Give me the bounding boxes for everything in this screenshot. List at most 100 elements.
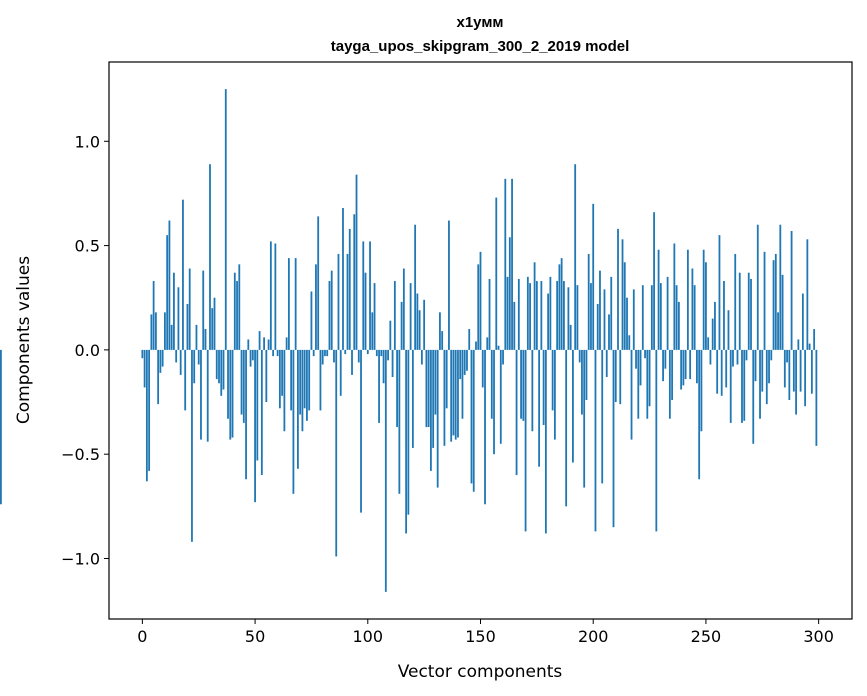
bar (804, 349, 807, 407)
bar (164, 312, 166, 350)
bar (594, 349, 597, 532)
bar (637, 349, 640, 419)
bar (265, 349, 268, 403)
bar (445, 349, 448, 409)
bar (657, 249, 660, 350)
bar (260, 349, 263, 476)
bar (790, 230, 793, 350)
bar (761, 349, 764, 392)
bar (161, 349, 164, 367)
bar (524, 349, 527, 532)
bar (617, 228, 619, 350)
bar (493, 349, 495, 455)
bar (310, 291, 313, 350)
bar (574, 164, 577, 350)
bar (666, 276, 669, 350)
bar (202, 270, 205, 350)
bar (143, 349, 146, 388)
bar (195, 324, 198, 350)
bar (335, 349, 338, 557)
bar (224, 89, 227, 350)
bar (768, 349, 770, 384)
bar (752, 349, 755, 444)
bar (671, 349, 674, 400)
bar (556, 281, 559, 350)
bar (806, 239, 809, 350)
bar (177, 287, 180, 350)
bar (452, 349, 455, 436)
bar (470, 349, 473, 484)
bar (238, 264, 241, 350)
chart-title: x1умм (456, 14, 503, 31)
bar (389, 320, 392, 350)
bar (211, 308, 214, 350)
bar (745, 349, 748, 361)
bar (540, 281, 543, 350)
bar (141, 349, 144, 359)
bar (188, 268, 191, 350)
bar (702, 249, 705, 350)
bar (770, 349, 773, 361)
x-tick-label: 300 (803, 627, 834, 646)
bar (750, 278, 752, 350)
bar (267, 339, 270, 350)
bar (567, 287, 570, 350)
bar (813, 329, 816, 350)
bar (601, 349, 604, 484)
bar (680, 349, 683, 390)
bar (781, 274, 784, 350)
bar (626, 297, 628, 350)
bar (425, 349, 428, 428)
bar (369, 241, 371, 350)
bar (754, 349, 757, 382)
bar (590, 283, 592, 350)
bar (353, 214, 356, 350)
bar (581, 349, 583, 415)
bar (227, 349, 229, 419)
bar (779, 224, 782, 350)
bar (450, 349, 453, 442)
bar (673, 243, 676, 350)
bar (346, 253, 349, 350)
bar (533, 262, 536, 350)
bar (400, 301, 403, 350)
bar (475, 341, 477, 350)
bar (387, 349, 389, 361)
bar (639, 349, 642, 386)
bar (508, 237, 511, 350)
bar (380, 349, 383, 357)
bar (145, 349, 148, 482)
bar (287, 258, 290, 350)
bar (213, 297, 216, 350)
bar (630, 349, 633, 440)
bar (402, 268, 405, 350)
bar (495, 197, 498, 350)
bar (200, 349, 202, 440)
bar (650, 285, 653, 350)
bar (391, 349, 394, 378)
y-axis-label: Components values (14, 256, 34, 424)
bar (416, 293, 419, 350)
bar (173, 272, 175, 350)
bar (337, 253, 340, 350)
bar (664, 349, 667, 369)
bar (553, 349, 556, 440)
bar (499, 349, 502, 444)
bar (544, 349, 547, 534)
bar (725, 349, 728, 388)
bar (653, 212, 655, 350)
bar (148, 349, 151, 471)
y-tick-label: 0.0 (75, 341, 100, 360)
bar (294, 258, 297, 350)
bar (563, 281, 565, 350)
bar (788, 349, 791, 400)
bar (269, 241, 272, 350)
x-axis-ticks: 0 50 100 150 200 250 300 (137, 619, 834, 646)
x-tick-label: 100 (353, 627, 384, 646)
bar (759, 349, 761, 419)
bar (729, 349, 732, 423)
bar (659, 283, 662, 350)
bar (375, 349, 378, 357)
bar (308, 349, 311, 411)
